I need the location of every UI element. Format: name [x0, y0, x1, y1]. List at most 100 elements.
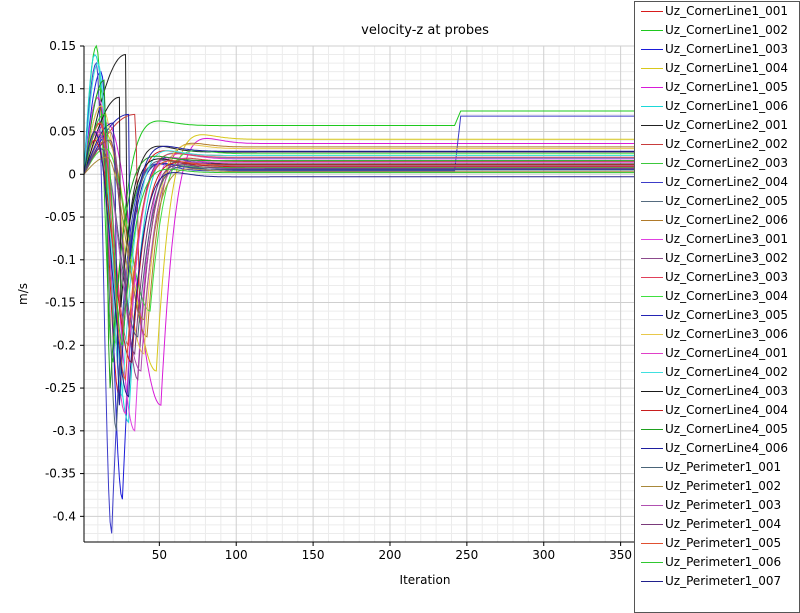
legend-label: Uz_CornerLine4_002	[665, 365, 788, 379]
legend-label: Uz_CornerLine2_004	[665, 175, 788, 189]
legend-swatch	[641, 391, 663, 392]
legend-label: Uz_CornerLine1_002	[665, 23, 788, 37]
legend-label: Uz_CornerLine4_005	[665, 422, 788, 436]
x-tick-label: 300	[532, 548, 555, 562]
y-tick-label: 0.15	[49, 39, 76, 53]
series-line-25	[83, 148, 636, 338]
legend-label: Uz_Perimeter1_005	[665, 536, 782, 550]
legend-item: Uz_CornerLine4_004	[635, 401, 799, 420]
legend-label: Uz_CornerLine4_003	[665, 384, 788, 398]
legend: Uz_CornerLine1_001 Uz_CornerLine1_002 Uz_C…	[634, 1, 800, 613]
legend-swatch	[641, 277, 663, 278]
legend-label: Uz_CornerLine2_006	[665, 213, 788, 227]
legend-item: Uz_CornerLine3_001	[635, 230, 799, 249]
line-chart: 50 100 150 200 250 300 350 0.15 0.1 0.05 0 -0.05 -0.…	[16, 23, 637, 587]
legend-swatch	[641, 163, 663, 164]
legend-item: Uz_CornerLine3_002	[635, 249, 799, 268]
x-tick-label: 150	[302, 548, 325, 562]
legend-item: Uz_CornerLine2_006	[635, 211, 799, 230]
x-tick-label: 200	[379, 548, 402, 562]
legend-item: Uz_CornerLine4_002	[635, 363, 799, 382]
legend-swatch	[641, 258, 663, 259]
legend-label: Uz_CornerLine1_006	[665, 99, 788, 113]
x-tick-label: 50	[152, 548, 167, 562]
legend-swatch	[641, 144, 663, 145]
legend-swatch	[641, 448, 663, 449]
y-tick-label: -0.1	[53, 253, 76, 267]
legend-swatch	[641, 410, 663, 411]
legend-swatch	[641, 543, 663, 544]
legend-swatch	[641, 201, 663, 202]
series-line-12	[83, 139, 636, 338]
legend-label: Uz_Perimeter1_001	[665, 460, 782, 474]
legend-label: Uz_CornerLine2_002	[665, 137, 788, 151]
legend-item: Uz_CornerLine1_005	[635, 78, 799, 97]
y-tick-label: -0.3	[53, 424, 76, 438]
x-tick-label: 350	[609, 548, 632, 562]
series-line-31	[83, 130, 636, 398]
legend-item: Uz_CornerLine3_006	[635, 325, 799, 344]
x-tick-label: 100	[225, 548, 248, 562]
y-tick-label: -0.05	[45, 210, 76, 224]
legend-swatch	[641, 87, 663, 88]
legend-swatch	[641, 353, 663, 354]
series-line-7	[83, 54, 636, 242]
series-line-29	[83, 122, 636, 382]
legend-swatch	[641, 334, 663, 335]
legend-item: Uz_CornerLine1_004	[635, 59, 799, 78]
series-line-5	[83, 122, 636, 406]
legend-label: Uz_Perimeter1_003	[665, 498, 782, 512]
legend-swatch	[641, 296, 663, 297]
series-line-30	[83, 113, 636, 346]
legend-item: Uz_Perimeter1_005	[635, 534, 799, 553]
series-line-19	[83, 130, 636, 416]
legend-label: Uz_CornerLine2_001	[665, 118, 788, 132]
legend-label: Uz_CornerLine4_006	[665, 441, 788, 455]
legend-item: Uz_CornerLine4_001	[635, 344, 799, 363]
series-line-23	[83, 79, 636, 389]
legend-label: Uz_CornerLine1_004	[665, 61, 788, 75]
legend-item: Uz_CornerLine1_001	[635, 2, 799, 21]
legend-label: Uz_CornerLine2_003	[665, 156, 788, 170]
legend-item: Uz_CornerLine3_005	[635, 306, 799, 325]
legend-swatch	[641, 581, 663, 582]
ticks: 50 100 150 200 250 300 350 0.15 0.1 0.05 0 -0.05 -0.…	[45, 39, 632, 562]
legend-item: Uz_CornerLine3_003	[635, 268, 799, 287]
y-tick-label: -0.2	[53, 338, 76, 352]
legend-swatch	[641, 486, 663, 487]
legend-label: Uz_CornerLine4_004	[665, 403, 788, 417]
x-axis-label: Iteration	[400, 573, 451, 587]
series-line-22	[83, 139, 636, 364]
legend-item: Uz_Perimeter1_003	[635, 496, 799, 515]
legend-swatch	[641, 30, 663, 31]
y-tick-label: 0	[68, 167, 76, 181]
series-line-13	[83, 96, 636, 432]
legend-item: Uz_CornerLine3_004	[635, 287, 799, 306]
legend-label: Uz_Perimeter1_002	[665, 479, 782, 493]
legend-item: Uz_CornerLine1_002	[635, 21, 799, 40]
legend-swatch	[641, 524, 663, 525]
y-tick-label: -0.15	[45, 296, 76, 310]
legend-swatch	[641, 182, 663, 183]
legend-swatch	[641, 68, 663, 69]
legend-swatch	[641, 11, 663, 12]
legend-swatch	[641, 505, 663, 506]
legend-label: Uz_CornerLine1_005	[665, 80, 788, 94]
legend-swatch	[641, 562, 663, 563]
legend-label: Uz_CornerLine3_001	[665, 232, 788, 246]
legend-swatch	[641, 125, 663, 126]
legend-item: Uz_Perimeter1_007	[635, 572, 799, 591]
legend-item: Uz_CornerLine2_001	[635, 116, 799, 135]
legend-label: Uz_CornerLine3_003	[665, 270, 788, 284]
y-tick-label: -0.35	[45, 467, 76, 481]
y-axis-label: m/s	[16, 283, 30, 305]
x-tick-label: 250	[455, 548, 478, 562]
legend-item: Uz_CornerLine1_006	[635, 97, 799, 116]
legend-item: Uz_Perimeter1_002	[635, 477, 799, 496]
series-line-24	[83, 122, 636, 406]
series-line-15	[83, 122, 636, 347]
legend-swatch	[641, 315, 663, 316]
legend-item: Uz_CornerLine2_005	[635, 192, 799, 211]
series-line-18	[83, 105, 636, 355]
legend-swatch	[641, 429, 663, 430]
